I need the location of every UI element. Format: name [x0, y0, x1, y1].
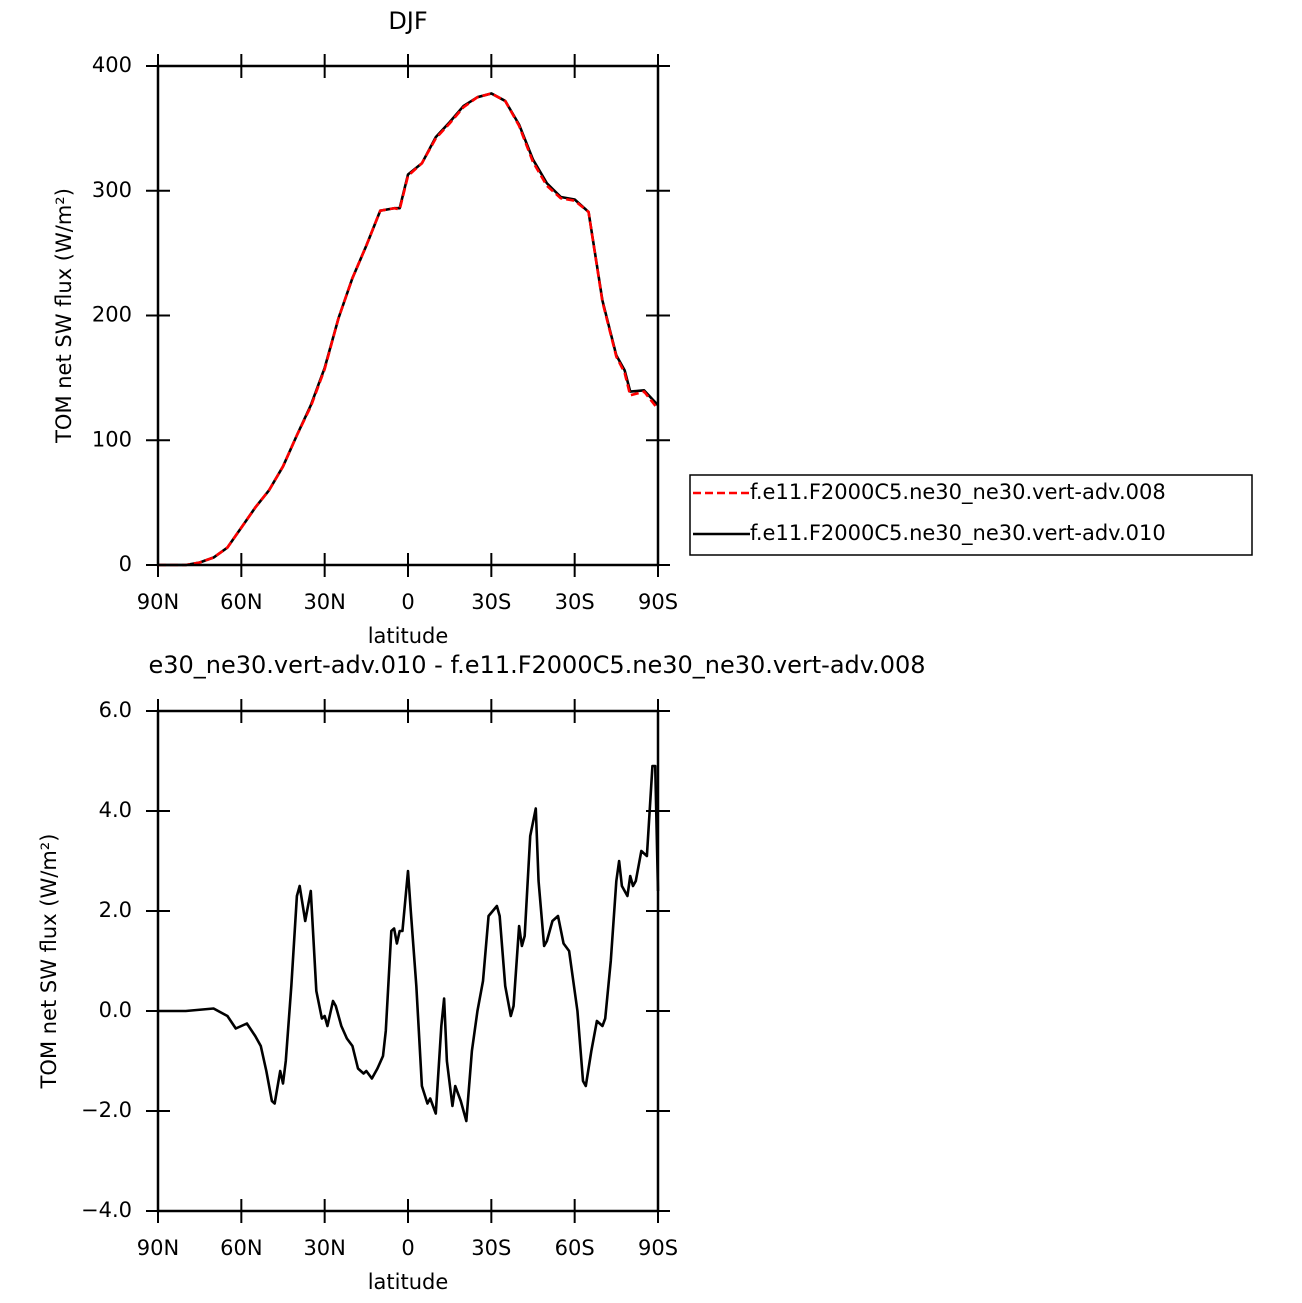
x-tick-label: 90N — [137, 1236, 179, 1260]
plot-frame — [156, 64, 660, 567]
data-line — [158, 92, 660, 567]
y-tick-label: 4.0 — [99, 798, 132, 822]
x-tick-label: 60S — [555, 1236, 595, 1260]
y-tick-label: 100 — [92, 427, 132, 451]
x-tick-label: 30S — [555, 590, 595, 614]
y-tick-label: 400 — [92, 53, 132, 77]
x-tick-label: 30S — [471, 1236, 511, 1260]
x-tick-label: 90S — [638, 590, 678, 614]
y-tick-label: 2.0 — [99, 898, 132, 922]
plot-frame — [156, 709, 660, 1213]
chart-title: e30_ne30.vert-adv.010 - f.e11.F2000C5.ne… — [148, 651, 925, 679]
x-tick-label: 0 — [401, 1236, 414, 1260]
legend-label: f.e11.F2000C5.ne30_ne30.vert-adv.008 — [750, 480, 1166, 505]
y-tick-label: 300 — [92, 178, 132, 202]
x-tick-label: 30S — [471, 590, 511, 614]
y-tick-label: −2.0 — [81, 1098, 132, 1122]
chart-title: DJF — [388, 7, 427, 35]
y-tick-label: 0.0 — [99, 998, 132, 1022]
y-axis-label: TOM net SW flux (W/m²) — [37, 834, 61, 1090]
y-tick-label: −4.0 — [81, 1198, 132, 1222]
y-axis-label: TOM net SW flux (W/m²) — [52, 188, 76, 444]
data-line — [158, 764, 660, 1123]
data-line — [158, 92, 659, 567]
x-tick-label: 60N — [220, 1236, 262, 1260]
x-tick-label: 90S — [638, 1236, 678, 1260]
x-tick-label: 0 — [401, 590, 414, 614]
y-tick-label: 0 — [119, 552, 132, 576]
legend-label: f.e11.F2000C5.ne30_ne30.vert-adv.010 — [750, 521, 1166, 546]
y-tick-label: 6.0 — [99, 698, 132, 722]
x-tick-label: 60N — [220, 590, 262, 614]
x-tick-label: 90N — [137, 590, 179, 614]
x-axis-label: latitude — [368, 1270, 449, 1294]
x-axis-label: latitude — [368, 624, 449, 648]
legend-box — [689, 474, 1253, 556]
x-tick-label: 30N — [303, 1236, 345, 1260]
y-tick-label: 200 — [92, 303, 132, 327]
x-tick-label: 30N — [303, 590, 345, 614]
